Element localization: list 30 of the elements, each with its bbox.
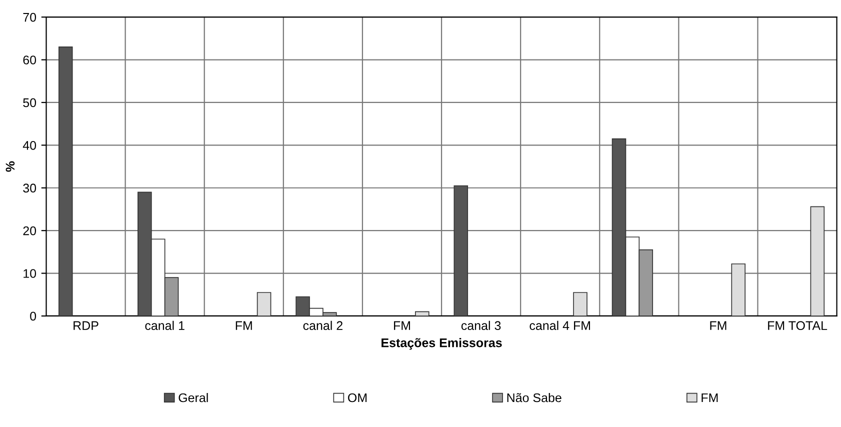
bar: [731, 263, 746, 316]
y-tick-label: 20: [23, 226, 36, 236]
bar: [573, 292, 588, 316]
x-axis-title: Estações Emissoras: [382, 338, 502, 350]
x-tick-label: canal 1: [145, 320, 184, 330]
y-tick-label: 40: [22, 140, 36, 150]
legend-label: Não Sabe: [507, 392, 562, 402]
x-tick-label: FM: [236, 321, 252, 330]
x-tick-label: canal 2: [303, 320, 342, 330]
x-tick-label: canal 4 FM: [530, 320, 590, 330]
x-tick-label: canal 3: [461, 320, 501, 330]
x-tick-label: RDP: [74, 321, 98, 330]
x-tick-label: FM: [710, 321, 726, 330]
bar: [810, 206, 825, 316]
bar: [454, 185, 468, 316]
y-tick-label: 60: [23, 56, 36, 64]
y-tick-label: 50: [23, 98, 36, 108]
bar: [415, 311, 430, 316]
y-axis-title: %: [6, 161, 15, 172]
y-tick-label: 70: [23, 12, 36, 22]
bar: [58, 46, 73, 316]
legend-label: Geral: [178, 392, 208, 402]
legend-label: FM: [702, 393, 718, 402]
bar: [256, 292, 272, 316]
y-tick-label: 10: [24, 269, 36, 278]
x-tick-label: FM: [394, 321, 410, 330]
x-tick-label: FM TOTAL: [768, 321, 828, 330]
y-tick-label: 0: [30, 312, 36, 321]
legend-label: OM: [348, 393, 367, 402]
y-tick-label: 30: [23, 184, 36, 193]
